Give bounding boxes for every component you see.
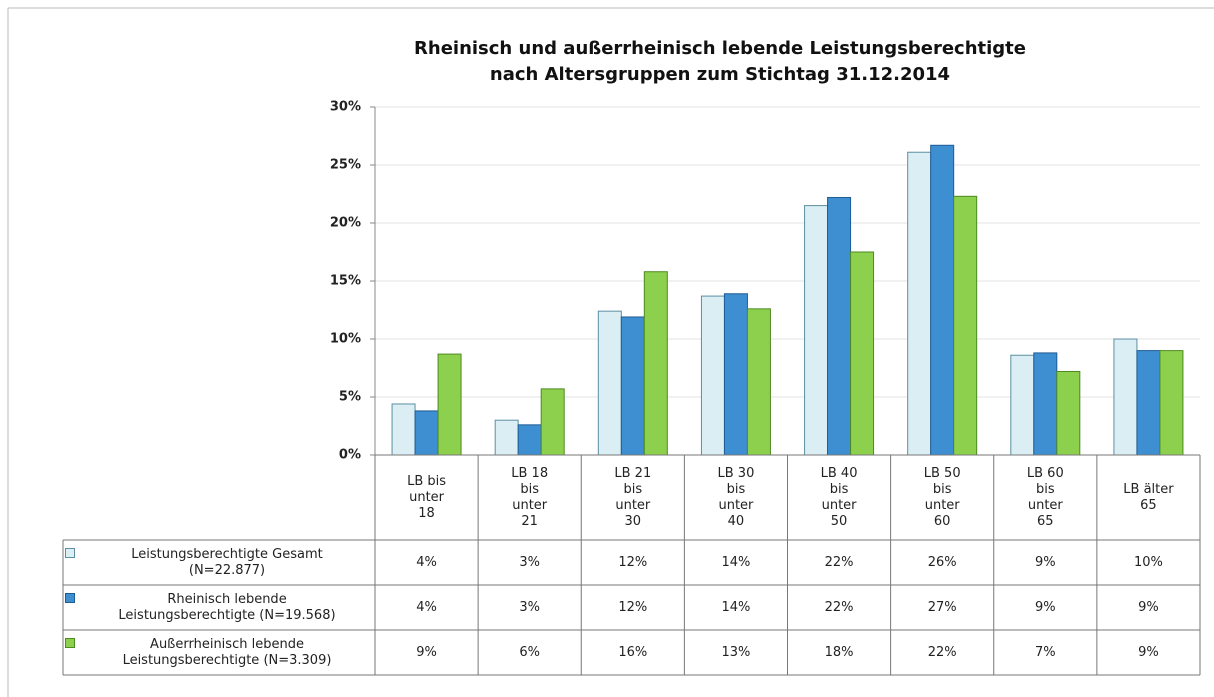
data-label: 9% <box>1035 599 1056 615</box>
x-tick-label: LB 40 bis unter 50 <box>820 465 858 529</box>
y-tick-label: 0% <box>339 448 361 463</box>
y-tick-label: 30% <box>330 100 361 115</box>
chart-title: Rheinisch und außerrheinisch lebende Lei… <box>414 38 1026 85</box>
data-label: 3% <box>519 554 540 570</box>
legend-label: Leistungsberechtigte Gesamt (N=22.877) <box>131 546 323 578</box>
legend-swatch <box>65 593 75 603</box>
legend-label: Außerrheinisch lebende Leistungsberechti… <box>122 636 332 668</box>
data-label: 4% <box>416 599 437 615</box>
bar <box>850 251 875 456</box>
y-tick-label: 10% <box>330 332 361 347</box>
bar <box>1033 352 1058 456</box>
y-tick-label: 15% <box>330 274 361 289</box>
bar <box>804 205 829 456</box>
bar <box>1113 338 1138 456</box>
bar <box>414 410 439 456</box>
data-label: 3% <box>519 599 540 615</box>
bar <box>517 424 542 456</box>
data-label: 13% <box>721 644 751 660</box>
data-label: 16% <box>618 644 648 660</box>
data-label: 18% <box>824 644 854 660</box>
bar <box>597 310 622 456</box>
x-tick-label: LB 21 bis unter 30 <box>614 465 652 529</box>
data-label: 12% <box>618 554 648 570</box>
bar <box>1159 350 1184 456</box>
data-label: 22% <box>824 599 854 615</box>
bar <box>1010 354 1035 456</box>
data-label: 9% <box>1138 644 1159 660</box>
bar <box>1056 370 1081 456</box>
bar <box>700 295 725 456</box>
y-tick-label: 20% <box>330 216 361 231</box>
data-label: 9% <box>1138 599 1159 615</box>
bar <box>540 388 565 456</box>
data-label: 10% <box>1133 554 1163 570</box>
data-label: 7% <box>1035 644 1056 660</box>
legend-label: Rheinisch lebende Leistungsberechtigte (… <box>118 591 336 623</box>
legend-entry: Außerrheinisch lebende Leistungsberechti… <box>65 630 373 675</box>
legend-swatch <box>65 548 75 558</box>
bar <box>643 271 668 456</box>
bar <box>827 196 852 456</box>
data-label: 4% <box>416 554 437 570</box>
data-label: 14% <box>721 554 751 570</box>
y-tick-label: 5% <box>339 390 361 405</box>
x-tick-label: LB 18 bis unter 21 <box>511 465 549 529</box>
x-tick-label: LB 50 bis unter 60 <box>923 465 961 529</box>
bar <box>746 308 771 456</box>
legend-swatch <box>65 638 75 648</box>
x-tick-label: LB 60 bis unter 65 <box>1026 465 1064 529</box>
bar <box>391 403 416 456</box>
data-label: 9% <box>1035 554 1056 570</box>
y-tick-label: 25% <box>330 158 361 173</box>
bar <box>1136 350 1161 456</box>
x-tick-label: LB 30 bis unter 40 <box>717 465 755 529</box>
bar <box>930 144 955 456</box>
bar <box>723 293 748 456</box>
data-label: 12% <box>618 599 648 615</box>
data-label: 9% <box>416 644 437 660</box>
data-label: 22% <box>824 554 854 570</box>
x-tick-label: LB bis unter 18 <box>407 473 447 521</box>
data-label: 14% <box>721 599 751 615</box>
bar <box>437 353 462 456</box>
bar <box>494 419 519 456</box>
bar <box>620 316 645 456</box>
data-label: 6% <box>519 644 540 660</box>
data-label: 22% <box>927 644 957 660</box>
data-label: 26% <box>927 554 957 570</box>
legend-entry: Leistungsberechtigte Gesamt (N=22.877) <box>65 540 373 585</box>
data-label: 27% <box>927 599 957 615</box>
bar <box>953 195 978 456</box>
x-tick-label: LB älter 65 <box>1123 481 1174 513</box>
legend-entry: Rheinisch lebende Leistungsberechtigte (… <box>65 585 373 630</box>
bar <box>907 151 932 456</box>
